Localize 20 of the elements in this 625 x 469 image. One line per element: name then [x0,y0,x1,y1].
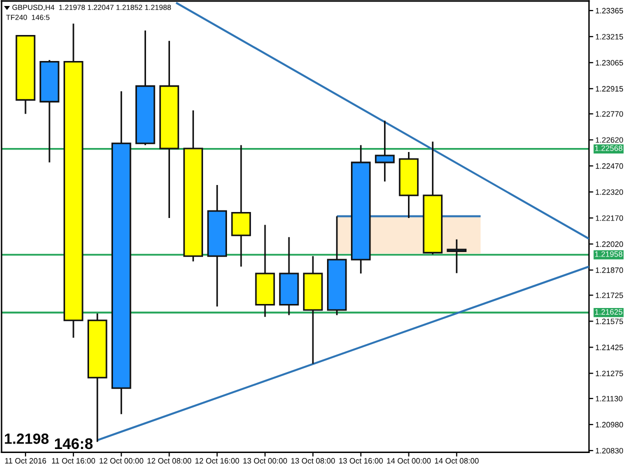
candlestick [398,151,419,219]
candlestick [350,144,371,274]
candlestick [183,110,204,262]
candlestick [159,40,180,219]
candlestick [374,120,395,182]
candlestick [327,215,347,316]
candlestick [135,30,156,146]
candlestick [446,238,467,274]
candlestick [40,59,60,164]
candlestick [255,224,275,318]
candlestick [16,34,36,115]
candlestick [111,90,132,415]
candlestick [231,144,251,268]
candlestick [422,140,443,256]
candlestick [303,255,323,365]
annotation: 1.2198 [4,434,49,444]
annotation: 146:8 [54,438,93,450]
candlestick [64,22,84,339]
candlestick [279,236,299,316]
candlestick [207,184,227,308]
